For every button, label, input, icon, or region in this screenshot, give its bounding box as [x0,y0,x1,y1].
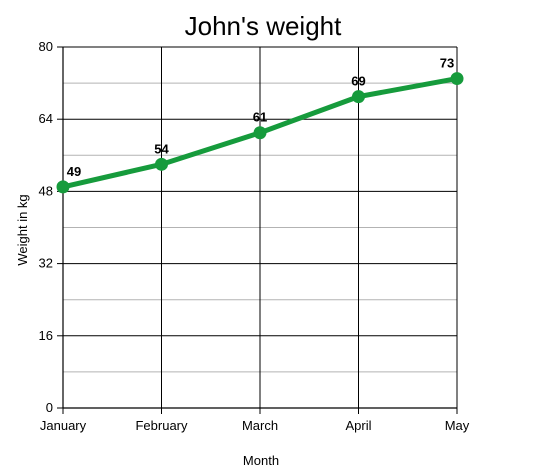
y-tick-label-3: 48 [39,183,53,198]
chart-title: John's weight [185,11,343,41]
axis-layer [57,46,458,414]
x-tick-label-2: March [242,418,278,433]
x-tick-label-1: February [135,418,188,433]
data-label-0: 49 [67,164,81,179]
data-label-3: 69 [351,74,365,89]
y-tick-label-4: 64 [39,111,53,126]
x-tick-label-4: May [445,418,470,433]
y-tick-label-5: 80 [39,39,53,54]
x-axis-label: Month [243,453,279,468]
data-label-4: 73 [440,56,454,71]
y-tick-label-2: 32 [39,256,53,271]
y-axis-label: Weight in kg [15,194,30,265]
y-tick-label-1: 16 [39,328,53,343]
y-tick-label-0: 0 [46,400,53,415]
data-point-1 [155,157,168,171]
data-label-2: 61 [253,110,267,125]
data-point-3 [352,90,365,104]
data-point-0 [56,180,70,194]
data-point-4 [450,72,464,86]
label-layer: 0 16 32 48 64 80 January February March April May 4… [39,39,470,433]
x-tick-label-3: April [345,418,371,433]
data-point-2 [253,126,267,140]
data-label-1: 54 [154,141,169,156]
grid-layer [62,46,458,409]
series-layer [56,72,464,194]
x-tick-label-0: January [40,418,87,433]
